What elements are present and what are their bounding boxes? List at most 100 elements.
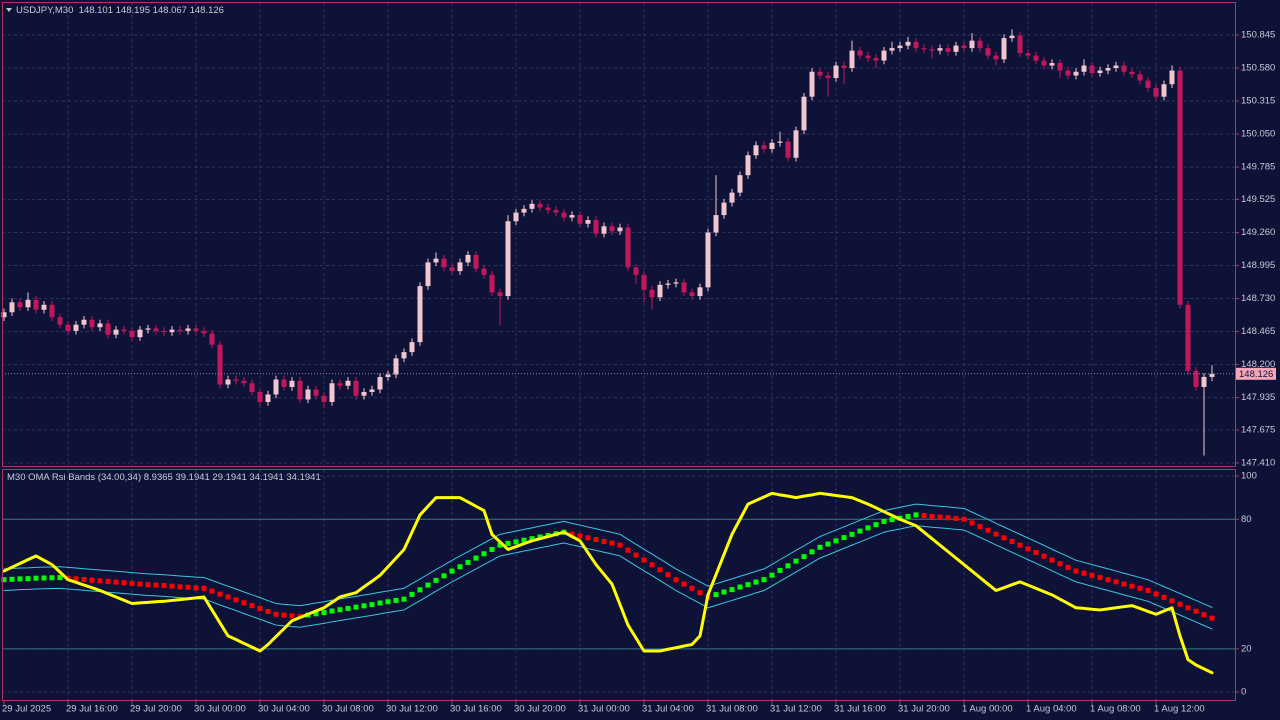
candle-body: [329, 383, 335, 402]
candle-body: [449, 267, 455, 272]
candle-body: [321, 395, 327, 402]
candle-body: [977, 40, 983, 49]
oma-dot: [369, 602, 375, 608]
band-line: [3, 503, 1213, 608]
candle-body: [585, 220, 591, 224]
oma-dot: [473, 555, 479, 561]
oma-dot: [697, 590, 703, 596]
candle-body: [657, 284, 663, 298]
candle-body: [865, 55, 871, 59]
oma-dot: [689, 585, 695, 591]
candle-body: [241, 380, 247, 384]
candle-body: [577, 215, 583, 224]
candle-body: [905, 41, 911, 46]
x-tick-label: 1 Aug 12:00: [1154, 704, 1205, 715]
y-tick-label: 147.410: [1241, 458, 1275, 469]
oma-dot: [1009, 538, 1015, 544]
oma-dot: [265, 608, 271, 614]
x-tick-label: 29 Jul 20:00: [130, 704, 182, 715]
oma-dot: [97, 578, 103, 584]
candle-body: [617, 227, 623, 232]
candle-body: [1097, 70, 1103, 74]
oma-dot: [201, 585, 207, 591]
oma-dot: [249, 603, 255, 609]
oma-dot: [393, 597, 399, 603]
oma-dot: [745, 582, 751, 588]
y-tick-label: 0: [1241, 687, 1246, 698]
candle-body: [1137, 74, 1143, 81]
oma-dot: [41, 575, 47, 581]
candle-body: [25, 299, 31, 308]
oma-dot: [345, 605, 351, 611]
x-tick-label: 1 Aug 04:00: [1026, 704, 1077, 715]
oma-dot: [385, 599, 391, 605]
oma-dot: [593, 537, 599, 543]
symbol-menu-arrow[interactable]: [6, 8, 12, 12]
candle-body: [1033, 55, 1039, 61]
oma-dot: [193, 585, 199, 591]
oma-dot: [817, 544, 823, 550]
candle-body: [609, 226, 615, 232]
candle-body: [913, 41, 919, 49]
oma-dot: [1017, 542, 1023, 548]
candle-body: [41, 304, 47, 310]
oma-dot: [985, 527, 991, 533]
x-tick-label: 31 Jul 04:00: [642, 704, 694, 715]
candle-body: [1185, 304, 1191, 371]
oma-dot: [1113, 579, 1119, 585]
oma-dot: [601, 538, 607, 544]
candle-body: [625, 227, 631, 268]
candle-body: [273, 379, 279, 395]
y-tick-label: 150.845: [1241, 30, 1275, 41]
candle-body: [1065, 70, 1071, 76]
oma-dot: [649, 562, 655, 568]
oma-dot: [921, 513, 927, 519]
oma-dot: [673, 577, 679, 583]
candle-body: [289, 380, 295, 388]
x-tick-label: 30 Jul 04:00: [258, 704, 310, 715]
x-tick-label: 1 Aug 08:00: [1090, 704, 1141, 715]
candle-body: [689, 292, 695, 297]
oma-dot: [913, 512, 919, 518]
y-tick-label: 149.260: [1241, 227, 1275, 238]
oma-dot: [889, 517, 895, 523]
candle-body: [681, 282, 687, 293]
oma-dot: [409, 591, 415, 597]
candle-body: [1041, 60, 1047, 66]
candle-body: [353, 380, 359, 396]
oma-dot: [969, 520, 975, 526]
oma-dot: [865, 525, 871, 531]
candle-body: [561, 212, 567, 218]
candle-body: [185, 328, 191, 331]
oma-dot: [633, 552, 639, 558]
oma-dot: [993, 531, 999, 537]
y-tick-label: 148.730: [1241, 293, 1275, 304]
oma-dot: [209, 588, 215, 594]
candle-body: [1089, 65, 1095, 74]
candle-body: [193, 328, 199, 331]
chart-layer: 150.845 150.580 150.315 150.050 149.785 149.5…: [1, 3, 1276, 715]
oma-dot: [785, 563, 791, 569]
x-tick-label: 31 Jul 00:00: [578, 704, 630, 715]
candle-body: [1193, 370, 1199, 388]
candle-body: [65, 324, 71, 331]
x-tick-label: 30 Jul 08:00: [322, 704, 374, 715]
oma-dot: [1057, 561, 1063, 567]
candle-body: [1073, 71, 1079, 76]
oma-dot: [361, 603, 367, 609]
candle-body: [97, 323, 103, 328]
candle-body: [249, 383, 255, 392]
candle-body: [1057, 63, 1063, 71]
oma-dot: [289, 613, 295, 619]
indicator-panel-frame: [2, 469, 1236, 701]
candle-body: [809, 71, 815, 97]
oma-dot: [881, 518, 887, 524]
oma-dot: [177, 584, 183, 590]
candle-body: [401, 352, 407, 359]
candle-body: [745, 155, 751, 176]
oma-dot: [1073, 568, 1079, 574]
candle-body: [305, 389, 311, 400]
oma-dot: [129, 580, 135, 586]
candle-body: [729, 192, 735, 203]
oma-dot: [953, 516, 959, 522]
